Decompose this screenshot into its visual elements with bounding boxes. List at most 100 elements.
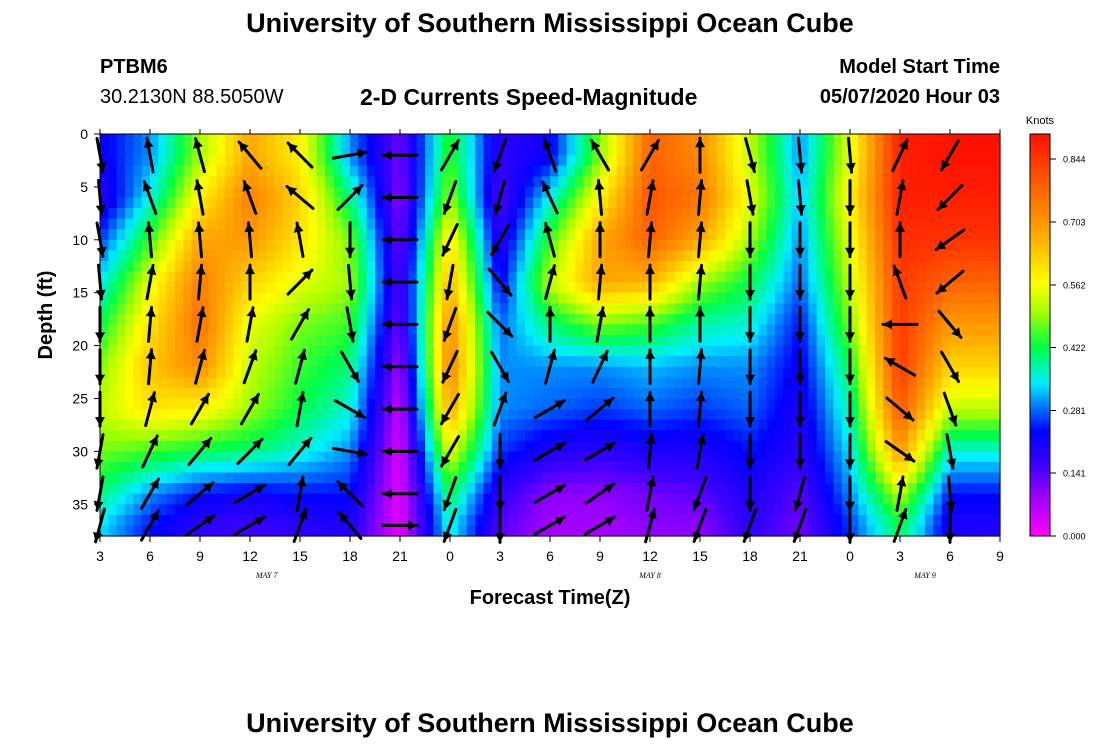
heatmap-cell	[775, 197, 784, 209]
heatmap-cell	[966, 324, 976, 336]
heatmap-cell	[583, 134, 593, 146]
heatmap-cell	[216, 514, 226, 527]
heatmap-cell	[825, 493, 834, 505]
heatmap-cell	[741, 292, 751, 304]
heatmap-cell	[250, 292, 259, 304]
heatmap-cell	[741, 419, 751, 431]
heatmap-cell	[933, 134, 943, 146]
heatmap-cell	[541, 525, 551, 537]
heatmap-cell	[850, 260, 859, 273]
heatmap-cell	[725, 186, 734, 199]
heatmap-cell	[941, 271, 951, 283]
heatmap-cell	[783, 134, 793, 146]
date-label: MAY 7	[255, 571, 279, 580]
heatmap-cell	[266, 345, 276, 357]
arrow-head	[345, 247, 355, 257]
heatmap-cell	[391, 525, 401, 537]
heatmap-cell	[616, 208, 626, 220]
heatmap-cell	[133, 229, 143, 241]
heatmap-cell	[266, 271, 276, 283]
heatmap-cell	[975, 303, 984, 315]
heatmap-cell	[483, 155, 493, 167]
arrow-head	[746, 204, 757, 215]
heatmap-cell	[891, 356, 901, 368]
heatmap-cell	[475, 186, 484, 199]
heatmap-cell	[191, 292, 201, 304]
heatmap-cell	[133, 461, 143, 474]
heatmap-cell	[550, 483, 559, 495]
heatmap-cell	[608, 387, 618, 400]
heatmap-cell	[666, 303, 676, 315]
heatmap-cell	[416, 493, 426, 505]
heatmap-cell	[500, 345, 509, 357]
arrow-head	[941, 159, 951, 170]
heatmap-cell	[900, 525, 909, 537]
heatmap-cell	[983, 493, 993, 505]
heatmap-cell	[883, 292, 893, 304]
heatmap-cell	[700, 493, 709, 505]
heatmap-cell	[133, 208, 143, 220]
heatmap-cell	[350, 134, 359, 146]
heatmap-cell	[691, 504, 701, 516]
heatmap-cell	[533, 313, 543, 326]
heatmap-cell	[533, 239, 543, 251]
heatmap-cell	[158, 313, 168, 326]
heatmap-cell	[483, 292, 493, 304]
heatmap-cell	[533, 218, 543, 230]
heatmap-cell	[183, 282, 193, 294]
heatmap-cell	[966, 144, 976, 156]
heatmap-cell	[800, 430, 809, 442]
arrow-head	[695, 392, 706, 402]
heatmap-cell	[925, 398, 934, 410]
current-arrow	[745, 348, 755, 386]
heatmap-cell	[866, 514, 876, 527]
heatmap-cell	[208, 303, 218, 315]
heatmap-cell	[291, 493, 301, 505]
heatmap-cell	[833, 155, 843, 167]
heatmap-cell	[800, 260, 809, 273]
heatmap-cell	[191, 303, 201, 315]
heatmap-cell	[808, 514, 818, 527]
heatmap-cell	[833, 218, 843, 230]
heatmap-cell	[550, 387, 559, 400]
heatmap-cell	[125, 239, 134, 251]
heatmap-cell	[958, 440, 968, 452]
heatmap-cell	[983, 271, 993, 283]
arrow-head	[845, 374, 855, 384]
heatmap-cell	[141, 250, 151, 262]
heatmap-cell	[116, 504, 126, 516]
heatmap-cell	[341, 229, 351, 241]
heatmap-cell	[575, 197, 584, 209]
heatmap-cell	[408, 525, 418, 537]
heatmap-cell	[275, 165, 284, 177]
heatmap-cell	[433, 197, 443, 209]
heatmap-cell	[691, 324, 701, 336]
heatmap-cell	[283, 176, 293, 188]
heatmap-cell	[400, 366, 409, 378]
heatmap-cell	[858, 186, 868, 199]
heatmap-cell	[400, 440, 409, 452]
heatmap-cell	[316, 377, 326, 389]
heatmap-cell	[275, 440, 284, 452]
heatmap-cell	[200, 229, 209, 241]
heatmap-cell	[791, 186, 801, 199]
heatmap-cell	[633, 461, 643, 474]
heatmap-cell	[475, 165, 484, 177]
heatmap-cell	[383, 461, 393, 474]
heatmap-cell	[300, 377, 309, 389]
heatmap-cell	[833, 356, 843, 368]
heatmap-cell	[308, 387, 318, 400]
heatmap-cell	[708, 271, 718, 283]
heatmap-cell	[233, 514, 243, 527]
heatmap-cell	[600, 165, 609, 177]
heatmap-cell	[116, 472, 126, 484]
heatmap-cell	[125, 440, 134, 452]
current-arrow	[645, 179, 657, 216]
heatmap-cell	[233, 282, 243, 294]
heatmap-cell	[950, 525, 959, 537]
heatmap-cell	[125, 483, 134, 495]
heatmap-cell	[125, 197, 134, 209]
heatmap-cell	[666, 176, 676, 188]
heatmap-cell	[875, 451, 884, 463]
heatmap-cell	[433, 176, 443, 188]
